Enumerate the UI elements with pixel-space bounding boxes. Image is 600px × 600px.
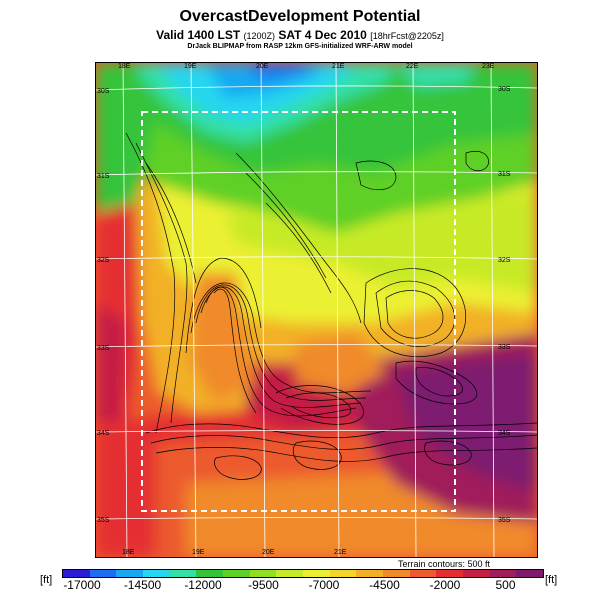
- lat-left-1: 31S: [97, 173, 110, 180]
- color-scale-ticks: -17000 -14500 -12000 -9500 -7000 -4500 -2000 50…: [62, 578, 542, 592]
- valid-date: SAT 4 Dec 2010: [278, 28, 367, 42]
- lat-lon-grid: [96, 63, 537, 557]
- scale-tick-label-3: -9500: [248, 578, 279, 592]
- color-swatch-6: [223, 570, 250, 577]
- legend-unit-right: [ft]: [545, 574, 558, 586]
- legend-unit-left: [ft]: [40, 574, 53, 586]
- map-title: OvercastDevelopment Potential: [179, 8, 421, 25]
- scale-tick-label-6: -2000: [429, 578, 461, 592]
- scale-tick-label-0: -17000: [63, 578, 101, 592]
- overcast-potential-map: 18E 19E 20E 21E 22E 23E 18E 19E 20E 21E …: [95, 62, 538, 558]
- color-swatch-3: [143, 570, 170, 577]
- color-swatch-11: [356, 570, 384, 577]
- utc-time: (1200Z): [243, 31, 276, 41]
- color-swatch-16: [489, 570, 517, 577]
- scale-tick-label-4: -7000: [308, 578, 340, 592]
- terrain-contours: [125, 132, 537, 480]
- lon-top-3: 21E: [332, 63, 345, 70]
- color-swatch-12: [383, 570, 410, 577]
- inner-domain-box: [141, 111, 456, 512]
- lon-top-0: 18E: [118, 63, 131, 70]
- lon-bottom-2: 20E: [262, 549, 275, 556]
- map-canvas: 18E 19E 20E 21E 22E 23E 18E 19E 20E 21E …: [96, 63, 537, 557]
- lat-right-1: 31S: [498, 171, 511, 178]
- lat-right-3: 33S: [498, 344, 511, 351]
- color-swatch-17: [516, 570, 544, 577]
- color-swatch-2: [116, 570, 144, 577]
- lon-bottom-0: 18E: [122, 549, 135, 556]
- axis-labels: 18E 19E 20E 21E 22E 23E 18E 19E 20E 21E …: [97, 63, 511, 556]
- lat-left-5: 35S: [97, 517, 110, 524]
- color-swatch-7: [249, 570, 277, 577]
- scale-tick-label-2: -12000: [184, 578, 222, 592]
- lon-top-5: 23E: [482, 63, 495, 70]
- lat-right-0: 30S: [498, 86, 511, 93]
- color-swatch-14: [436, 570, 464, 577]
- lat-right-4: 34S: [498, 430, 511, 437]
- overcast-field: [96, 63, 537, 557]
- lon-top-2: 20E: [256, 63, 269, 70]
- color-swatch-4: [169, 570, 197, 577]
- model-credit: DrJack BLIPMAP from RASP 12km GFS-initia…: [187, 43, 413, 50]
- terrain-contours-note: Terrain contours: 500 ft: [398, 559, 491, 569]
- forecast-info: [18hrFcst@2205z]: [370, 31, 444, 41]
- color-swatch-9: [303, 570, 330, 577]
- scale-tick-label-7: 500: [495, 578, 516, 592]
- lon-bottom-1: 19E: [192, 549, 205, 556]
- lat-right-2: 32S: [498, 257, 511, 264]
- color-swatch-15: [463, 570, 490, 577]
- map-subtitle: Valid 1400 LST (1200Z) SAT 4 Dec 2010 [1…: [0, 28, 600, 42]
- lat-left-2: 32S: [97, 257, 110, 264]
- scale-tick-label-1: -14500: [123, 578, 162, 592]
- lon-top-1: 19E: [184, 63, 197, 70]
- lat-left-0: 30S: [97, 88, 110, 95]
- color-swatch-13: [409, 570, 437, 577]
- color-swatch-10: [329, 570, 357, 577]
- color-swatch-8: [276, 570, 304, 577]
- lat-left-4: 34S: [97, 430, 110, 437]
- scale-tick-label-5: -4500: [369, 578, 400, 592]
- lon-bottom-3: 21E: [334, 549, 347, 556]
- lat-left-3: 33S: [97, 345, 110, 352]
- lon-top-4: 22E: [406, 63, 419, 70]
- lat-right-5: 35S: [498, 517, 511, 524]
- color-swatch-0: [63, 570, 90, 577]
- color-scale-bar: [62, 569, 544, 578]
- valid-time: Valid 1400 LST: [156, 28, 241, 42]
- color-swatch-1: [89, 570, 117, 577]
- color-swatch-5: [196, 570, 224, 577]
